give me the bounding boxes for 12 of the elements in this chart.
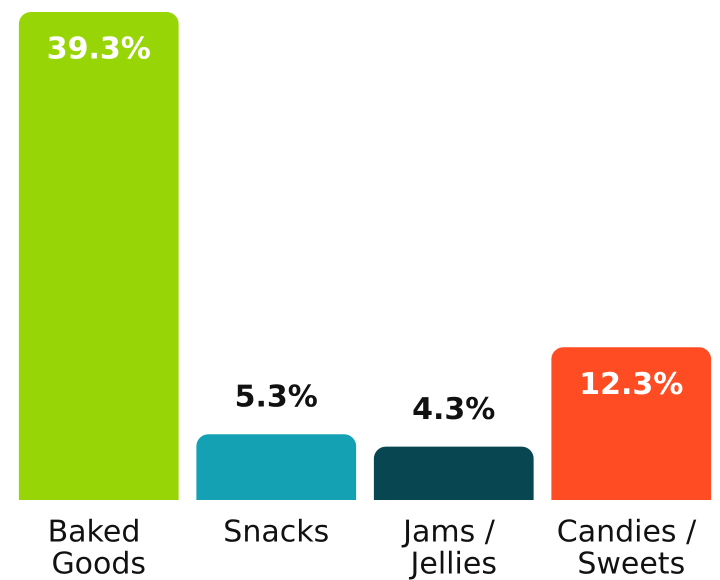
bar xyxy=(551,347,712,500)
bar xyxy=(196,434,356,500)
data-label: 5.3% xyxy=(234,380,318,415)
data-label: 39.3% xyxy=(46,32,151,66)
x-tick-label: Candies / Sweets xyxy=(556,514,706,580)
bar xyxy=(374,446,534,500)
bar xyxy=(18,12,179,500)
data-label: 12.3% xyxy=(579,366,684,402)
x-tick-label: Jams / Jellies xyxy=(401,514,504,580)
x-tick-label: Snacks xyxy=(223,514,330,550)
data-label: 4.3% xyxy=(412,392,496,428)
x-tick-label: Baked Goods xyxy=(48,514,150,580)
